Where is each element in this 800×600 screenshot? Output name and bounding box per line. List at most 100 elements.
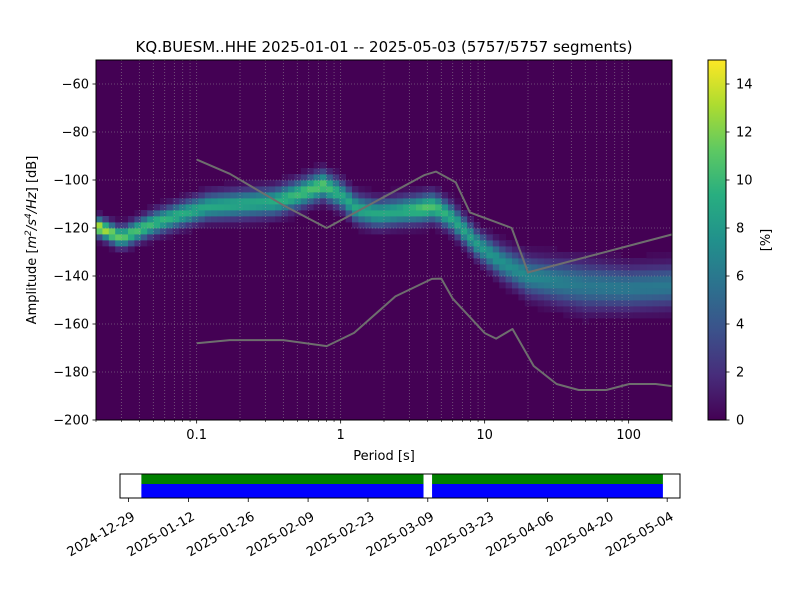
heatmap-cell	[537, 288, 545, 295]
heatmap-cell	[256, 222, 263, 229]
heatmap-cell	[288, 180, 295, 187]
heatmap-cell	[211, 204, 218, 211]
heatmap-cell	[512, 288, 519, 295]
x-tick-label: 0.1	[186, 428, 207, 443]
heatmap-cell	[550, 270, 558, 277]
heatmap-cell	[595, 270, 602, 277]
heatmap-cell	[646, 288, 654, 295]
heatmap-cell	[601, 252, 609, 259]
heatmap-cell	[371, 222, 378, 229]
heatmap-cell	[121, 234, 129, 241]
heatmap-cell	[454, 210, 462, 217]
heatmap-cell	[390, 210, 398, 217]
heatmap-cell	[268, 198, 276, 205]
heatmap-cell	[172, 228, 180, 235]
heatmap-cell	[454, 198, 462, 205]
heatmap-cell	[512, 264, 519, 271]
heatmap-cell	[230, 216, 238, 223]
heatmap-cell	[492, 276, 500, 283]
heatmap-cell	[582, 288, 590, 295]
heatmap-cell	[262, 180, 270, 187]
coverage-bar-bottom	[432, 484, 663, 498]
heatmap-cell	[377, 216, 385, 223]
heatmap-cell	[505, 288, 513, 295]
heatmap-cell	[230, 192, 238, 199]
heatmap-cell	[185, 204, 193, 211]
heatmap-cell	[531, 258, 538, 265]
colorbar-tick-label: 8	[736, 222, 744, 237]
heatmap-cell	[544, 276, 551, 283]
heatmap-cell	[390, 204, 398, 211]
y-tick-label: −60	[62, 78, 89, 93]
heatmap-cell	[499, 234, 506, 241]
heatmap-cell	[230, 186, 238, 193]
heatmap-cell	[256, 192, 263, 199]
heatmap-cell	[435, 186, 442, 193]
heatmap-cell	[518, 276, 526, 283]
heatmap-cell	[134, 210, 142, 217]
heatmap-cell	[300, 192, 308, 199]
heatmap-cell	[652, 312, 660, 319]
heatmap-cell	[217, 198, 225, 205]
heatmap-cell	[614, 288, 622, 295]
heatmap-cell	[422, 204, 430, 211]
heatmap-cell	[345, 186, 353, 193]
heatmap-cell	[224, 210, 231, 217]
heatmap-cell	[556, 294, 564, 301]
heatmap-cell	[512, 282, 519, 289]
heatmap-cell	[281, 174, 289, 181]
heatmap-cell	[473, 240, 481, 247]
heatmap-cell	[377, 198, 385, 205]
heatmap-cell	[115, 234, 122, 241]
heatmap-cell	[294, 204, 302, 211]
heatmap-cell	[518, 282, 526, 289]
heatmap-cell	[211, 192, 218, 199]
heatmap-cell	[576, 264, 583, 271]
heatmap-cell	[556, 264, 564, 271]
heatmap-cell	[339, 180, 346, 187]
heatmap-cell	[499, 240, 506, 247]
heatmap-cell	[492, 246, 500, 253]
y-tick-label: −80	[62, 126, 89, 141]
x-tick-label: 100	[616, 428, 641, 443]
heatmap-cell	[480, 246, 487, 253]
heatmap-cell	[230, 210, 238, 217]
heatmap-cell	[262, 222, 270, 229]
heatmap-cell	[627, 306, 634, 313]
heatmap-cell	[140, 210, 148, 217]
heatmap-cell	[652, 294, 660, 301]
heatmap-cell	[396, 210, 404, 217]
heatmap-cell	[300, 174, 308, 181]
heatmap-cell	[108, 240, 116, 247]
heatmap-cell	[409, 204, 417, 211]
heatmap-cell	[441, 198, 449, 205]
heatmap-cell	[332, 180, 340, 187]
heatmap-cell	[505, 270, 513, 277]
heatmap-cell	[646, 282, 654, 289]
heatmap-cell	[307, 204, 314, 211]
heatmap-cell	[448, 204, 455, 211]
heatmap-cell	[563, 288, 570, 295]
heatmap-cell	[422, 228, 430, 235]
heatmap-cell	[243, 198, 250, 205]
heatmap-cell	[620, 294, 628, 301]
heatmap-cell	[390, 216, 398, 223]
grid-lines	[96, 60, 672, 420]
heatmap-cell	[294, 198, 302, 205]
colorbar-tick-label: 2	[736, 366, 744, 381]
heatmap-cell	[582, 258, 590, 265]
heatmap-cell	[531, 288, 538, 295]
heatmap-cell	[192, 216, 199, 223]
heatmap-cell	[428, 186, 436, 193]
heatmap-cell	[473, 246, 481, 253]
heatmap-cell	[339, 192, 346, 199]
heatmap-cell	[281, 180, 289, 187]
heatmap-cell	[268, 210, 276, 217]
colorbar-label: [%]	[759, 229, 774, 252]
heatmap-cell	[153, 234, 161, 241]
heatmap-cell	[339, 186, 346, 193]
heatmap-cell	[332, 168, 340, 175]
heatmap-cell	[550, 252, 558, 259]
heatmap-cell	[102, 240, 110, 247]
heatmap-cell	[460, 210, 468, 217]
